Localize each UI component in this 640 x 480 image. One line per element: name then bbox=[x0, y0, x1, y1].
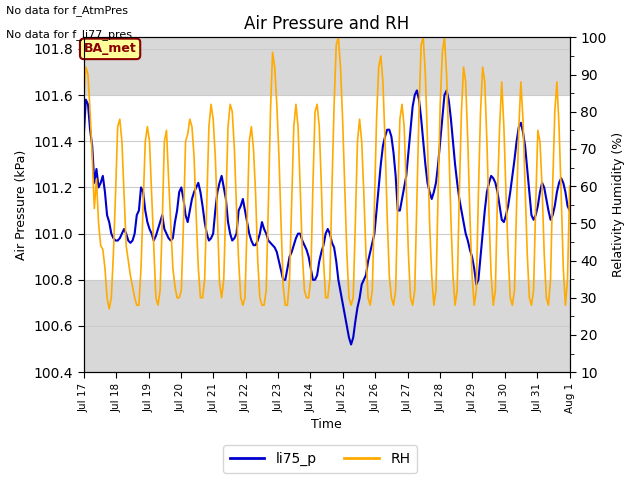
Y-axis label: Relativity Humidity (%): Relativity Humidity (%) bbox=[612, 132, 625, 277]
Text: BA_met: BA_met bbox=[84, 42, 136, 55]
Legend: li75_p, RH: li75_p, RH bbox=[223, 445, 417, 473]
Title: Air Pressure and RH: Air Pressure and RH bbox=[244, 15, 410, 33]
Bar bbox=[84, 280, 570, 372]
Text: No data for f_AtmPres: No data for f_AtmPres bbox=[6, 5, 129, 16]
Bar bbox=[84, 37, 570, 95]
Text: No data for f_li77_pres: No data for f_li77_pres bbox=[6, 29, 132, 40]
X-axis label: Time: Time bbox=[311, 419, 342, 432]
Y-axis label: Air Pressure (kPa): Air Pressure (kPa) bbox=[15, 150, 28, 260]
